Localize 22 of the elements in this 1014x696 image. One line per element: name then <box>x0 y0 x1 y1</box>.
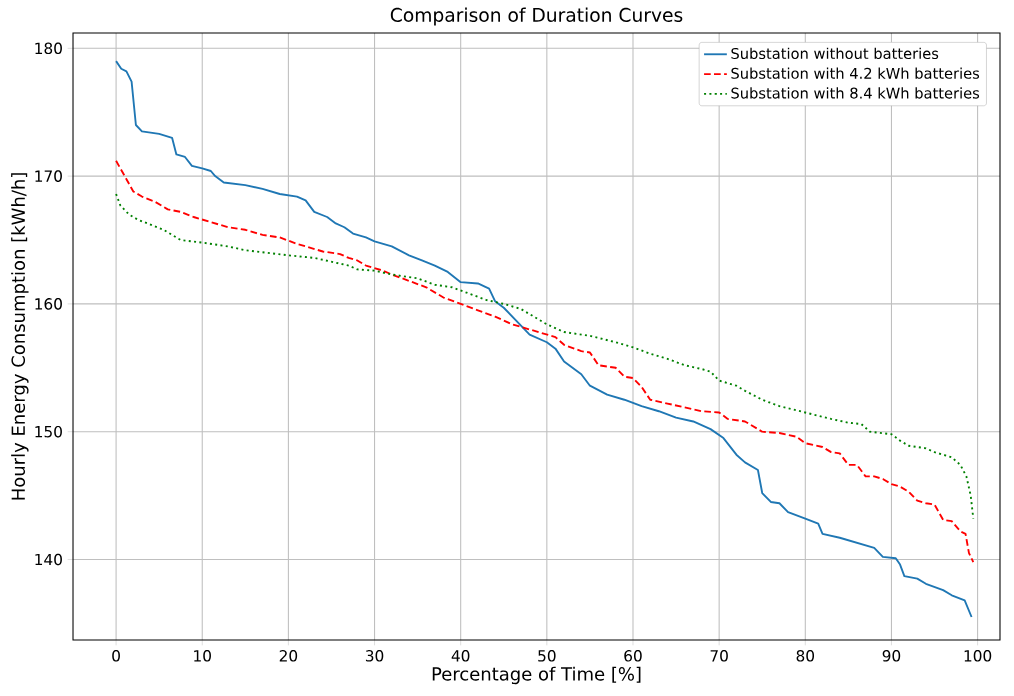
legend-label: Substation with 4.2 kWh batteries <box>731 67 980 79</box>
x-tick-label: 90 <box>882 650 901 662</box>
x-tick-label: 40 <box>451 650 470 662</box>
legend-label: Substation with 8.4 kWh batteries <box>731 87 980 99</box>
chart-title: Comparison of Duration Curves <box>390 7 683 26</box>
x-tick-label: 70 <box>710 650 728 662</box>
y-tick-label: 170 <box>35 170 62 182</box>
y-axis-title: Hourly Energy Consumption [kWh/h] <box>11 173 29 500</box>
x-tick-label: 30 <box>365 650 384 662</box>
y-tick-label: 140 <box>35 553 62 566</box>
x-axis-title: Percentage of Time [%] <box>432 666 641 685</box>
x-tick-label: 0 <box>112 650 120 662</box>
x-tick-label: 20 <box>279 650 298 662</box>
x-tick-label: 80 <box>796 650 815 662</box>
x-tick-label: 100 <box>964 650 992 662</box>
legend-label: Substation without batteries <box>731 47 939 60</box>
y-tick-label: 150 <box>35 425 62 438</box>
x-tick-label: 60 <box>624 650 642 662</box>
x-tick-label: 50 <box>538 650 556 662</box>
y-tick-label: 180 <box>35 42 62 55</box>
y-tick-label: 160 <box>35 298 62 310</box>
x-tick-label: 10 <box>194 650 211 662</box>
